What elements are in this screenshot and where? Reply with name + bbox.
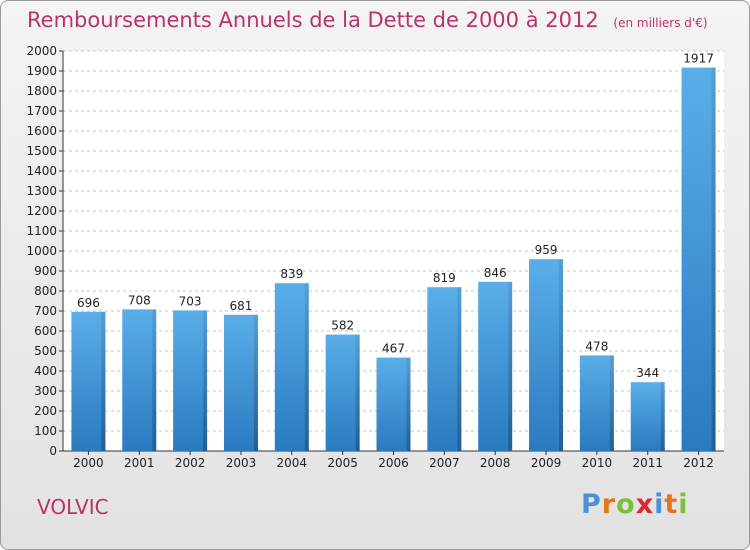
y-tick-label: 2000: [26, 44, 57, 58]
bar-value-label: 478: [585, 339, 608, 353]
y-tick-label: 0: [49, 444, 57, 458]
bar-edge: [559, 259, 564, 451]
bar-edge: [406, 357, 411, 451]
y-tick-label: 1400: [26, 164, 57, 178]
x-tick-label: 2005: [327, 456, 358, 470]
x-tick-label: 2011: [632, 456, 663, 470]
y-tick-label: 1600: [26, 124, 57, 138]
y-tick-label: 1300: [26, 184, 57, 198]
bar: [529, 259, 564, 451]
x-tick-label: 2001: [124, 456, 155, 470]
bar: [630, 382, 665, 451]
logo-letter: i: [654, 489, 665, 520]
y-tick-label: 400: [34, 364, 57, 378]
logo-letter: P: [581, 489, 602, 520]
bar-value-label: 344: [636, 366, 659, 380]
bar-value-label: 708: [128, 293, 151, 307]
bar-value-label: 846: [484, 266, 507, 280]
bar-edge: [508, 281, 513, 451]
y-tick-label: 1700: [26, 104, 57, 118]
bar-edge: [355, 334, 360, 451]
logo-letter: o: [616, 489, 636, 520]
bar-value-label: 582: [331, 319, 354, 333]
logo-letter: r: [601, 489, 617, 520]
x-tick-label: 2008: [480, 456, 511, 470]
chart-title: Remboursements Annuels de la Dette de 20…: [27, 8, 708, 32]
bar-value-label: 681: [230, 299, 253, 313]
bar-edge: [253, 314, 258, 451]
y-tick-label: 900: [34, 264, 57, 278]
bar-value-label: 959: [535, 243, 558, 257]
y-tick-label: 1100: [26, 224, 57, 238]
bar: [122, 309, 157, 451]
x-tick-label: 2012: [683, 456, 714, 470]
bar-value-label: 1917: [683, 52, 714, 66]
logo-letter: i: [678, 489, 689, 520]
bar-edge: [304, 283, 309, 451]
bar-edge: [609, 355, 614, 451]
bar: [71, 311, 106, 451]
x-tick-label: 2006: [378, 456, 409, 470]
y-tick-label: 1500: [26, 144, 57, 158]
bar: [579, 355, 614, 451]
y-tick-label: 600: [34, 324, 57, 338]
y-tick-label: 1900: [26, 64, 57, 78]
x-tick-label: 2009: [531, 456, 562, 470]
y-tick-label: 100: [34, 424, 57, 438]
y-tick-label: 1800: [26, 84, 57, 98]
bar: [478, 281, 513, 451]
bar: [376, 357, 411, 451]
commune-name: VOLVIC: [37, 495, 109, 519]
x-tick-label: 2007: [429, 456, 460, 470]
bar-value-label: 819: [433, 271, 456, 285]
chart-title-text: Remboursements Annuels de la Dette de 20…: [27, 8, 599, 32]
bar-edge: [660, 382, 665, 451]
proxiti-logo: Proxiti: [581, 489, 689, 520]
bar-value-label: 467: [382, 342, 405, 356]
bar-edge: [457, 287, 462, 451]
chart-subtitle: (en milliers d'€): [613, 16, 708, 30]
x-tick-label: 2010: [582, 456, 613, 470]
logo-letter: t: [664, 489, 679, 520]
x-tick-label: 2004: [277, 456, 308, 470]
bar: [681, 67, 716, 451]
x-tick-label: 2002: [175, 456, 206, 470]
bar-value-label: 696: [77, 296, 100, 310]
bar: [427, 287, 462, 451]
bar-value-label: 839: [280, 267, 303, 281]
y-tick-label: 500: [34, 344, 57, 358]
bar: [223, 314, 258, 451]
bar: [173, 310, 208, 451]
bar-edge: [711, 67, 716, 451]
y-tick-label: 1000: [26, 244, 57, 258]
bar-value-label: 703: [179, 294, 202, 308]
y-tick-label: 200: [34, 404, 57, 418]
x-tick-label: 2003: [226, 456, 257, 470]
y-tick-label: 1200: [26, 204, 57, 218]
bar: [274, 283, 309, 451]
y-tick-label: 700: [34, 304, 57, 318]
y-tick-label: 800: [34, 284, 57, 298]
bar-edge: [101, 311, 106, 451]
x-tick-label: 2000: [73, 456, 104, 470]
y-tick-label: 300: [34, 384, 57, 398]
bar: [325, 334, 360, 451]
bar-edge: [152, 309, 157, 451]
logo-letter: x: [635, 489, 655, 520]
bar-edge: [203, 310, 208, 451]
